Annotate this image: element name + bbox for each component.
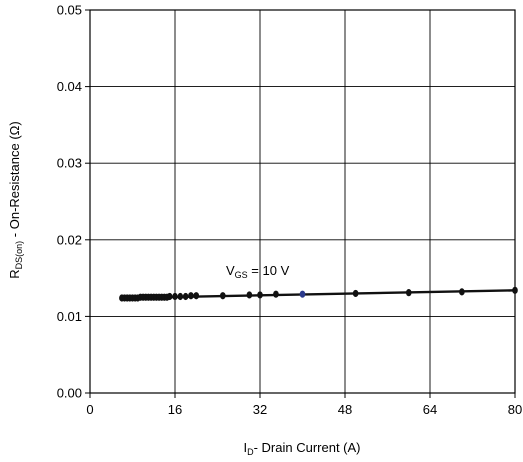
- y-axis-label: RDS(on) - On-Resistance (Ω): [7, 121, 24, 278]
- data-point: [273, 290, 279, 298]
- y-tick-label: 0.02: [57, 232, 82, 247]
- x-tick-label: 16: [168, 402, 182, 417]
- data-point: [352, 289, 359, 298]
- vgs-annotation: VGS = 10 V: [226, 263, 290, 280]
- x-axis-label-text: - Drain Current (A): [254, 440, 361, 455]
- data-point: [220, 292, 226, 300]
- data-point: [512, 286, 518, 294]
- x-axis-label-symbol: I: [243, 440, 247, 455]
- y-tick-label: 0.01: [57, 309, 82, 324]
- y-axis-label-subscript: DS(on): [14, 241, 24, 270]
- data-point: [193, 292, 200, 300]
- data-point: [172, 292, 178, 301]
- x-axis-label: ID- Drain Current (A): [243, 440, 360, 457]
- series-layer: [119, 286, 518, 302]
- y-tick-label: 0.03: [57, 156, 82, 171]
- annotation-text: = 10 V: [248, 263, 290, 278]
- y-tick-label: 0.00: [57, 386, 82, 401]
- y-tick-label: 0.04: [57, 79, 82, 94]
- y-axis-label-text: - On-Resistance (Ω): [7, 121, 22, 241]
- data-point: [257, 291, 263, 299]
- data-point: [299, 290, 306, 298]
- data-point: [405, 289, 412, 297]
- x-tick-label: 80: [508, 402, 522, 417]
- data-point: [177, 292, 184, 301]
- x-tick-label: 64: [423, 402, 437, 417]
- x-axis-label-subscript: D: [247, 447, 254, 457]
- plot-area-frame: [89, 9, 516, 394]
- y-tick-label: 0.05: [57, 3, 82, 18]
- data-point: [246, 291, 253, 299]
- annotation-symbol: V: [226, 263, 235, 278]
- x-tick-label: 32: [253, 402, 267, 417]
- axis-ticks: 0 16 32 48 64 80 0.00 0.01 0.02 0.03 0.04 0.05: [57, 3, 523, 418]
- data-point: [459, 288, 465, 296]
- data-point: [188, 292, 194, 300]
- data-point: [182, 292, 189, 301]
- x-tick-label: 0: [86, 402, 93, 417]
- annotation-subscript: GS: [235, 270, 248, 280]
- data-point: [166, 292, 173, 301]
- grid-lines: [90, 10, 515, 393]
- x-tick-label: 48: [338, 402, 352, 417]
- y-axis-label-symbol: R: [7, 269, 22, 278]
